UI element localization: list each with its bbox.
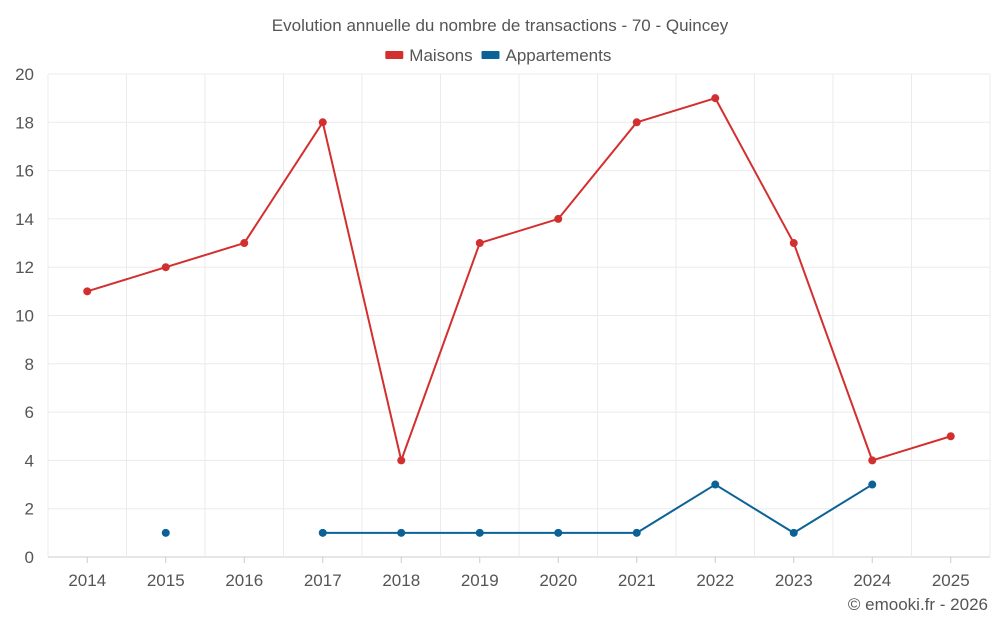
data-point[interactable] — [554, 214, 563, 223]
y-tick-label: 2 — [25, 500, 34, 519]
data-point[interactable] — [946, 432, 955, 441]
x-axis: 2014 2015 2016 2017 2018 2019 2020 2021 2022 2023… — [68, 557, 970, 590]
x-tick-label: 2019 — [461, 571, 499, 590]
data-point[interactable] — [318, 528, 327, 537]
series-maisons — [83, 94, 955, 465]
series-line-segment — [636, 97, 716, 124]
data-point[interactable] — [868, 480, 877, 489]
y-tick-label: 20 — [15, 65, 34, 84]
credit-text: © emooki.fr - 2026 — [848, 595, 988, 614]
data-point[interactable] — [632, 118, 641, 127]
x-tick-label: 2024 — [853, 571, 891, 590]
series-line-segment — [165, 242, 245, 269]
legend: Maisons Appartements — [385, 46, 611, 65]
x-tick-label: 2022 — [696, 571, 734, 590]
data-point[interactable] — [789, 528, 798, 537]
data-point[interactable] — [397, 456, 406, 465]
y-axis: 0 2 4 6 8 10 12 14 16 18 20 — [15, 65, 34, 567]
series-line-segment — [793, 483, 873, 534]
series-line-segment — [479, 217, 559, 245]
legend-label: Appartements — [506, 46, 612, 65]
series-appartements — [161, 480, 877, 537]
chart-title: Evolution annuelle du nombre de transact… — [272, 16, 729, 35]
series-line-segment — [714, 483, 795, 534]
series-line-segment — [714, 97, 795, 244]
y-tick-label: 10 — [15, 307, 34, 326]
series-line-segment — [871, 435, 952, 462]
x-tick-label: 2023 — [775, 571, 813, 590]
y-tick-label: 14 — [15, 210, 34, 229]
series-line-segment — [321, 122, 403, 461]
y-tick-label: 6 — [25, 403, 34, 422]
legend-swatch — [385, 51, 404, 59]
data-point[interactable] — [318, 118, 327, 127]
y-tick-label: 0 — [25, 548, 34, 567]
x-tick-label: 2014 — [68, 571, 106, 590]
series-line-segment — [557, 121, 638, 220]
gridlines — [47, 73, 991, 558]
data-point[interactable] — [240, 239, 249, 248]
series-line-segment — [636, 483, 716, 534]
plot-area — [83, 94, 955, 537]
series-line-segment — [86, 266, 167, 293]
data-point[interactable] — [868, 456, 877, 465]
data-point[interactable] — [83, 287, 92, 296]
data-point[interactable] — [475, 239, 484, 248]
x-tick-label: 2018 — [382, 571, 420, 590]
x-tick-label: 2020 — [539, 571, 577, 590]
x-tick-label: 2025 — [932, 571, 970, 590]
x-tick-label: 2015 — [147, 571, 185, 590]
data-point[interactable] — [554, 528, 563, 537]
data-point[interactable] — [711, 94, 720, 103]
data-point[interactable] — [397, 528, 406, 537]
data-point[interactable] — [632, 528, 641, 537]
legend-item-maisons[interactable]: Maisons — [385, 46, 473, 65]
x-tick-label: 2017 — [304, 571, 342, 590]
series-line-segment — [400, 242, 481, 461]
y-tick-label: 12 — [15, 258, 34, 277]
data-point[interactable] — [161, 263, 170, 272]
legend-item-appartements[interactable]: Appartements — [481, 46, 612, 65]
data-point[interactable] — [789, 239, 798, 248]
legend-label: Maisons — [409, 46, 472, 65]
data-point[interactable] — [475, 528, 484, 537]
legend-swatch — [481, 51, 500, 59]
series-line-segment — [792, 242, 874, 461]
y-tick-label: 18 — [15, 113, 34, 132]
y-tick-label: 8 — [25, 355, 34, 374]
x-tick-label: 2016 — [225, 571, 263, 590]
data-point[interactable] — [711, 480, 720, 489]
data-point[interactable] — [161, 528, 170, 537]
y-tick-label: 16 — [15, 162, 34, 181]
y-tick-label: 4 — [25, 451, 34, 470]
series-line-segment — [243, 121, 324, 244]
x-tick-label: 2021 — [618, 571, 656, 590]
